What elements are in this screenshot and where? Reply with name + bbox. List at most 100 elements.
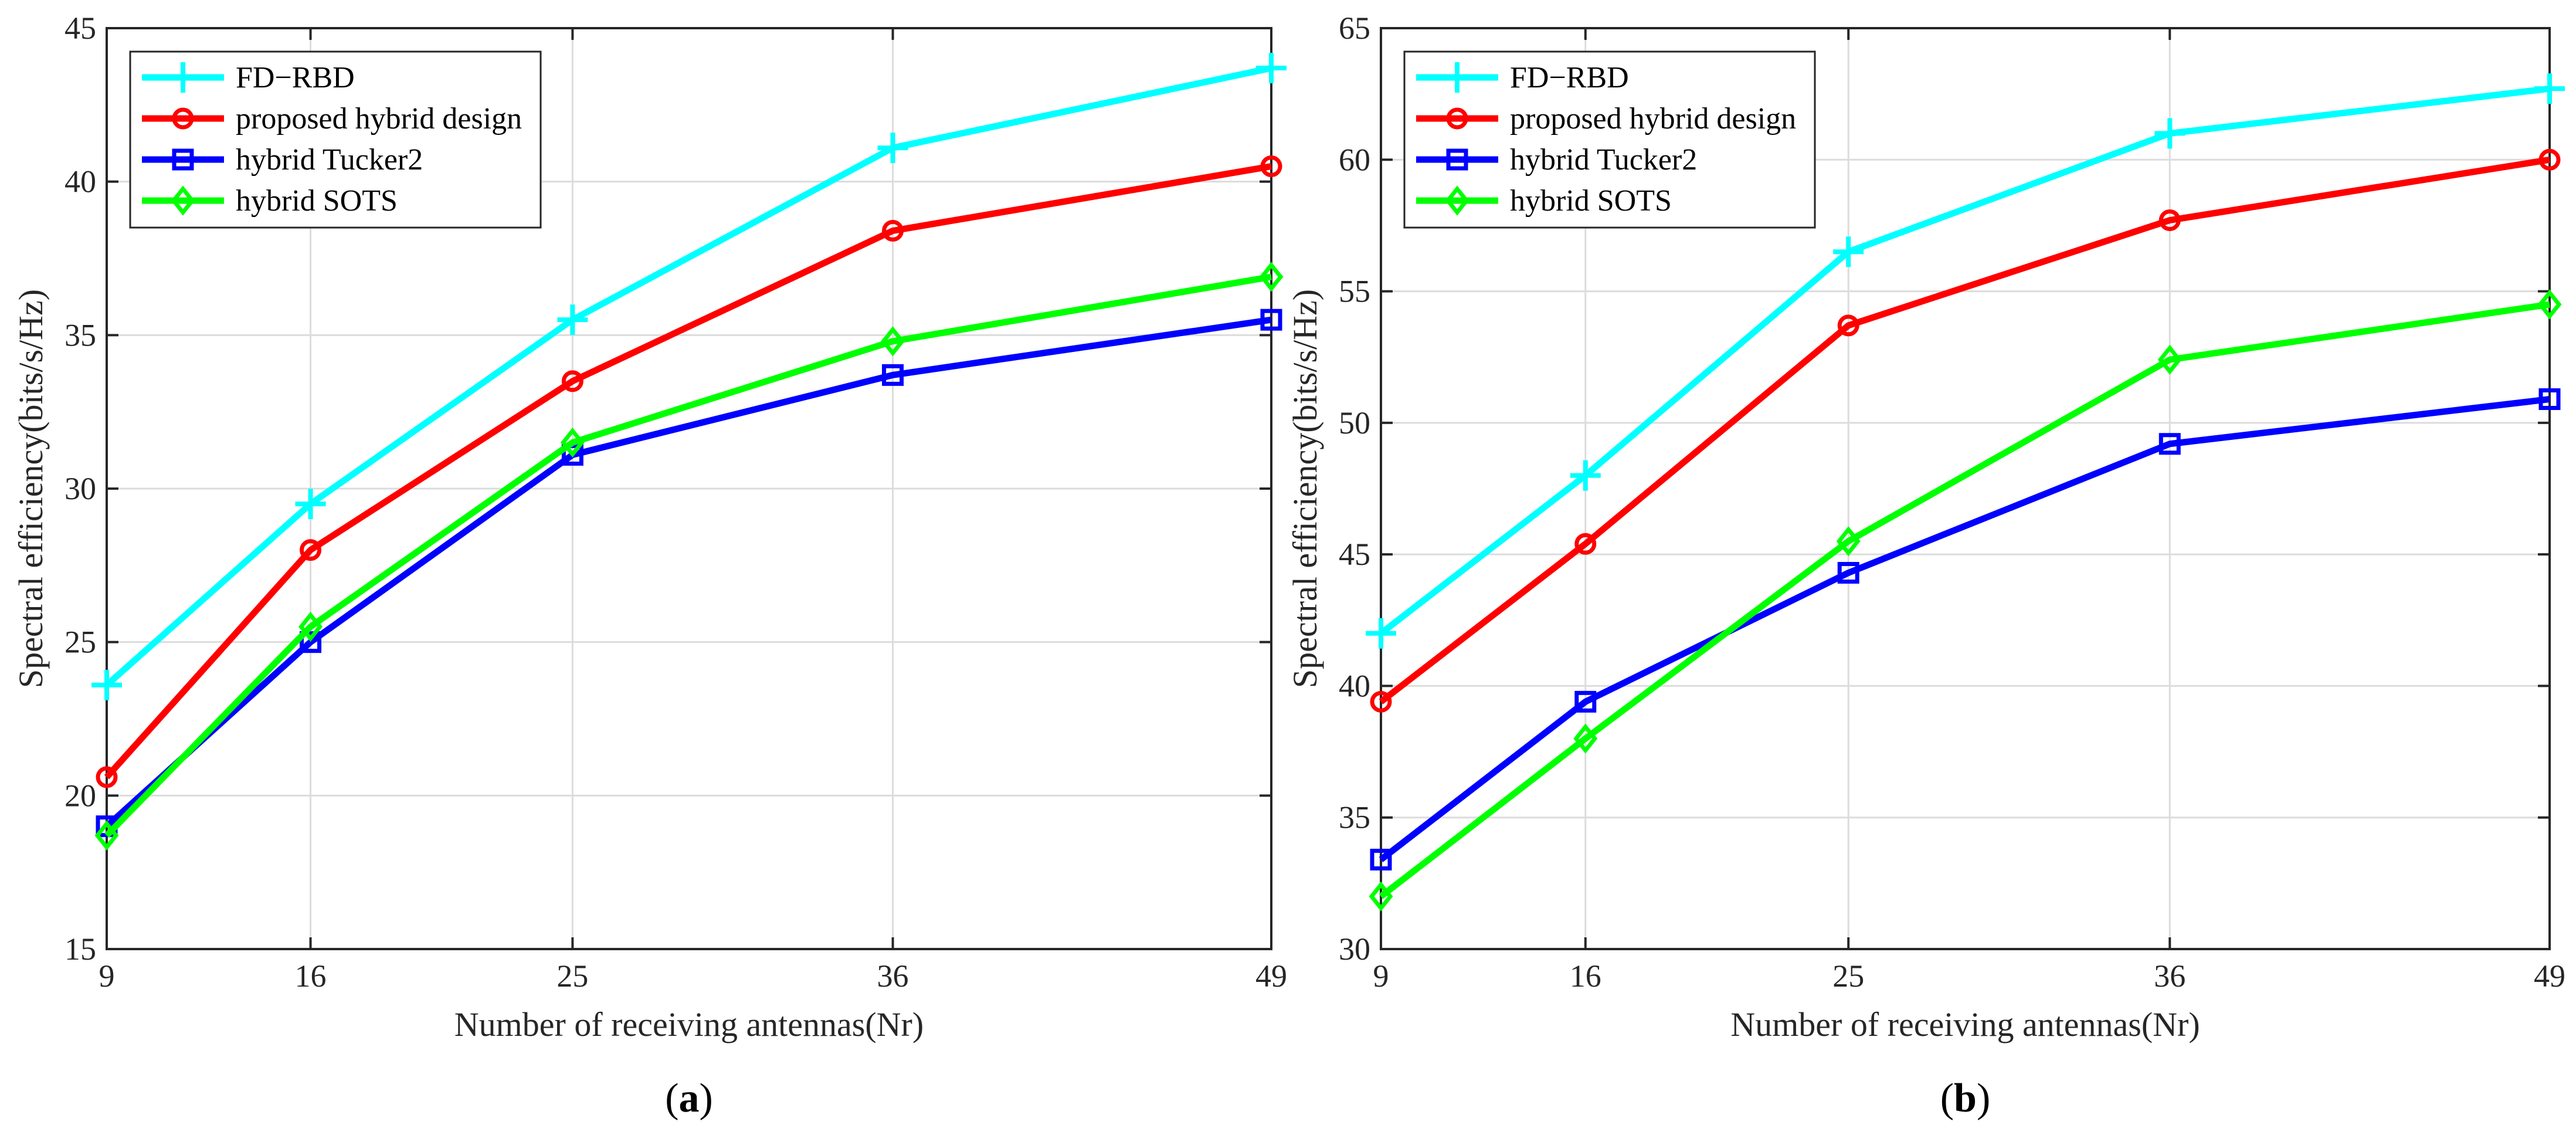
data-point (560, 427, 585, 458)
legend-swatch-marker (1445, 185, 1469, 216)
caption-paren-close: ) (700, 1076, 713, 1121)
legend-item: hybrid Tucker2 (142, 143, 423, 177)
panel-caption: (b) (1940, 1076, 1991, 1121)
caption-paren-open: ( (665, 1076, 678, 1121)
legend-item: proposed hybrid design (1416, 102, 1796, 135)
x-tick-label: 49 (2534, 958, 2565, 994)
data-point (2158, 433, 2181, 455)
y-tick-label: 40 (65, 164, 96, 199)
caption-paren-close: ) (1977, 1076, 1990, 1121)
legend-swatch-marker (168, 62, 198, 93)
x-tick-label: 49 (1255, 958, 1287, 994)
y-axis-label: Spectral efficiency(bits/s/Hz) (1286, 289, 1324, 688)
series-plus (91, 53, 1287, 700)
x-tick-label: 36 (2154, 958, 2185, 994)
data-point (1837, 562, 1859, 584)
y-tick-label: 60 (1339, 142, 1370, 177)
data-point (1836, 526, 1861, 557)
y-tick-label: 45 (65, 11, 96, 46)
y-tick-label: 25 (65, 625, 96, 660)
data-point (91, 669, 122, 700)
series-line (104, 316, 1272, 829)
series-square (1370, 388, 2561, 870)
y-axis-label: Spectral efficiency(bits/s/Hz) (12, 289, 50, 688)
legend-item: hybrid Tucker2 (1416, 143, 1697, 177)
y-tick-label: 65 (1339, 11, 1370, 46)
x-tick-label: 36 (877, 958, 909, 994)
series-line (1379, 396, 2550, 862)
data-point (1260, 309, 1282, 331)
y-tick-label: 40 (1339, 668, 1370, 703)
legend-label: hybrid SOTS (1510, 184, 1672, 218)
legend: FD−RBD proposed hybrid design hybrid Tucke… (129, 50, 542, 229)
data-point (561, 370, 583, 392)
x-tick-label: 9 (99, 958, 115, 994)
legend-label: proposed hybrid design (236, 102, 522, 135)
series-circle (1370, 148, 2561, 713)
y-tick-label: 35 (65, 317, 96, 353)
data-point (1574, 690, 1597, 713)
legend-label: proposed hybrid design (1510, 102, 1796, 135)
y-tick-label: 30 (65, 471, 96, 506)
data-point (1370, 848, 1392, 870)
x-tick-label: 25 (556, 958, 588, 994)
series-diamond (1369, 289, 2562, 912)
data-point (298, 611, 323, 642)
y-tick-label: 55 (1339, 274, 1370, 309)
series-line (1379, 156, 2550, 704)
x-tick-label: 25 (1832, 958, 1864, 994)
series-line (104, 273, 1272, 838)
plot-frame (1380, 27, 2551, 950)
caption-letter: b (1954, 1076, 1977, 1121)
y-tick-label: 20 (65, 778, 96, 813)
series-plus (1366, 73, 2565, 649)
data-point (96, 766, 118, 788)
caption-letter: a (679, 1076, 700, 1121)
legend-item: proposed hybrid design (142, 102, 522, 135)
data-point (1574, 533, 1597, 555)
legend-swatch-marker (171, 185, 195, 216)
legend-item: hybrid SOTS (1416, 184, 1672, 218)
legend-swatch-marker (1446, 148, 1468, 171)
legend-swatch-marker (172, 107, 194, 130)
caption-paren-open: ( (1940, 1076, 1954, 1121)
data-point (2154, 118, 2185, 149)
y-tick-label: 30 (1339, 931, 1370, 967)
data-point (1259, 262, 1284, 292)
data-point (877, 133, 908, 164)
data-point (2534, 73, 2565, 104)
data-point (1837, 314, 1859, 337)
data-point (881, 326, 905, 357)
legend-item: FD−RBD (142, 61, 355, 94)
data-point (1366, 618, 1396, 649)
data-point (1369, 881, 1393, 912)
x-tick-label: 16 (1570, 958, 1601, 994)
data-point (557, 304, 588, 336)
legend-label: hybrid Tucker2 (1510, 143, 1697, 177)
data-point (1370, 690, 1392, 713)
x-axis-label: Number of receiving antennas(Nr) (1730, 1005, 2200, 1043)
data-point (1573, 723, 1598, 754)
y-tick-label: 45 (1339, 537, 1370, 572)
chart-panel-a: 9 16 25 36 49 15 20 25 30 35 40 45 Number of receivi… (12, 11, 1287, 1121)
data-point (2157, 344, 2182, 375)
legend-label: FD−RBD (1510, 61, 1629, 94)
data-point (2538, 388, 2561, 410)
legend-swatch-marker (172, 148, 194, 171)
legend-swatch-marker (1442, 62, 1472, 93)
series-circle (96, 155, 1282, 788)
legend-swatch-marker (1446, 107, 1468, 130)
data-point (2158, 209, 2181, 231)
data-point (300, 631, 322, 653)
chart-panel-b: 9 16 25 36 49 30 35 40 45 50 55 60 65 Number of recei… (1286, 11, 2565, 1121)
series-square (96, 309, 1282, 838)
x-axis-label: Number of receiving antennas(Nr) (454, 1005, 924, 1043)
data-point (1256, 53, 1287, 84)
y-tick-label: 35 (1339, 800, 1370, 835)
data-point (2537, 289, 2562, 320)
x-tick-label: 16 (295, 958, 327, 994)
legend-label: FD−RBD (236, 61, 355, 94)
legend-label: hybrid Tucker2 (236, 143, 423, 177)
y-tick-label: 50 (1339, 405, 1370, 441)
